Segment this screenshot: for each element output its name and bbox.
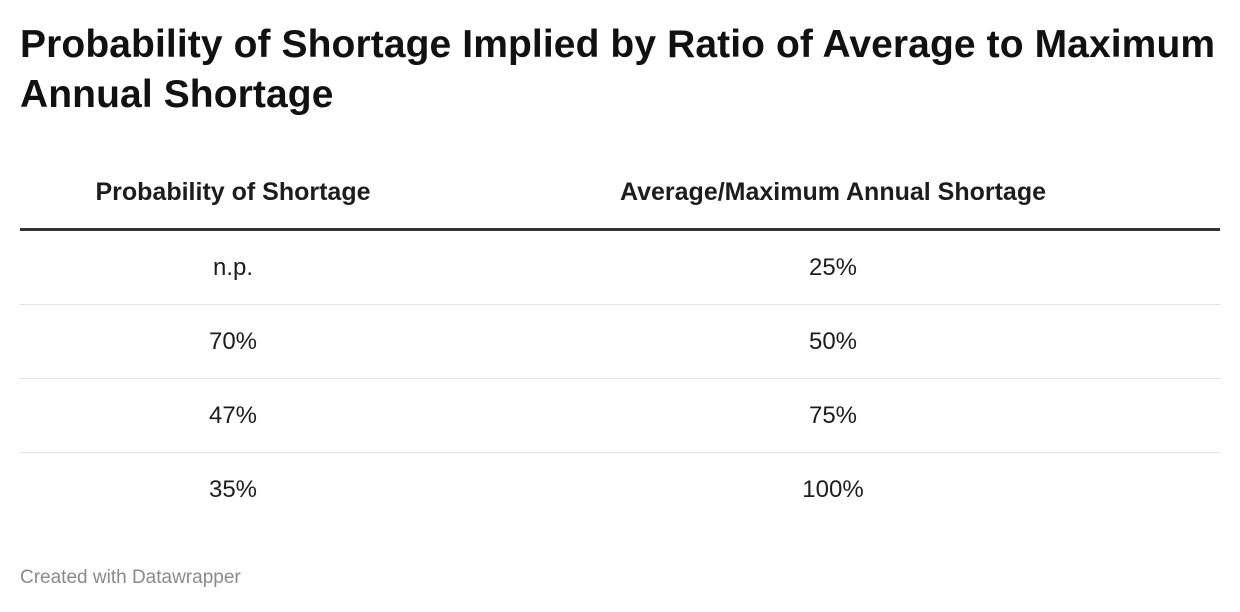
table-row: 47% 75% — [20, 378, 1220, 453]
data-table: Probability of Shortage Average/Maximum … — [20, 156, 1220, 526]
table-header-row: Probability of Shortage Average/Maximum … — [20, 156, 1220, 231]
table-row: 35% 100% — [20, 453, 1220, 527]
datawrapper-credit[interactable]: Created with Datawrapper — [20, 567, 241, 588]
column-header-ratio[interactable]: Average/Maximum Annual Shortage — [446, 156, 1220, 231]
cell-probability: n.p. — [20, 229, 446, 305]
data-table-container: Probability of Shortage Average/Maximum … — [20, 156, 1220, 526]
cell-ratio: 50% — [446, 304, 1220, 379]
cell-ratio: 25% — [446, 229, 1220, 305]
table-row: n.p. 25% — [20, 229, 1220, 305]
cell-ratio: 100% — [802, 475, 864, 503]
cell-probability: 47% — [20, 378, 446, 453]
column-header-probability[interactable]: Probability of Shortage — [20, 156, 446, 231]
cell-probability: 35% — [208, 475, 258, 503]
chart-title: Probability of Shortage Implied by Ratio… — [20, 23, 1216, 116]
cell-ratio: 75% — [446, 378, 1220, 453]
table-row: 70% 50% — [20, 304, 1220, 379]
cell-probability: 70% — [20, 304, 446, 379]
